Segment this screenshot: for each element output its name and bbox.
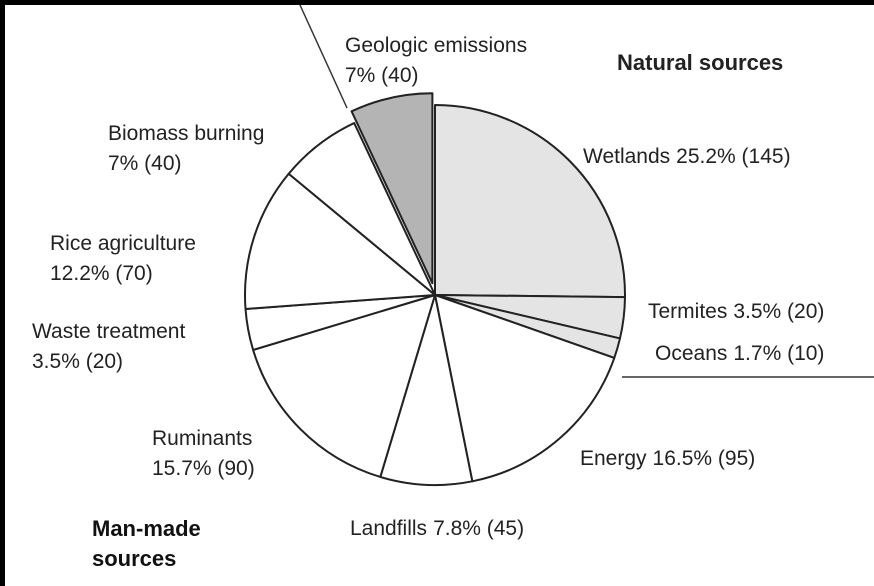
group-label: Natural sources [617, 50, 783, 75]
pie-slice [379, 294, 474, 486]
slice-label: Wetlands [583, 145, 670, 168]
group-label: Man-made sources [92, 516, 201, 571]
slice-label: Geologic emissions [345, 34, 527, 57]
slice-label: Oceans [655, 342, 727, 365]
slice-label: Waste treatment [32, 320, 185, 343]
leader-line [299, 4, 348, 109]
pie-slice [244, 172, 436, 310]
pie-slice [434, 104, 626, 299]
slice-label: Biomass burning [108, 122, 264, 145]
slice-label: Landfills [350, 517, 427, 540]
value-label: 1.7% (10) [733, 342, 824, 365]
pie-slice [434, 294, 616, 483]
value-label: 7% (40) [345, 64, 419, 87]
slice-label: Energy [580, 447, 647, 470]
value-label: 3.5% (20) [733, 300, 824, 323]
value-label: 3.5% (20) [32, 350, 123, 373]
value-label: 7.8% (45) [433, 517, 524, 540]
value-label: 7% (40) [108, 152, 182, 175]
pie-slice [252, 294, 436, 478]
value-label: 25.2% (145) [676, 145, 790, 168]
pie-slice [350, 92, 434, 285]
slice-label: Termites [648, 300, 727, 323]
pie-slice [287, 122, 436, 296]
value-label: 12.2% (70) [50, 262, 153, 285]
slice-label: Ruminants [152, 427, 252, 450]
value-label: 15.7% (90) [152, 457, 255, 480]
slice-label: Rice agriculture [50, 232, 196, 255]
value-label: 16.5% (95) [653, 447, 756, 470]
